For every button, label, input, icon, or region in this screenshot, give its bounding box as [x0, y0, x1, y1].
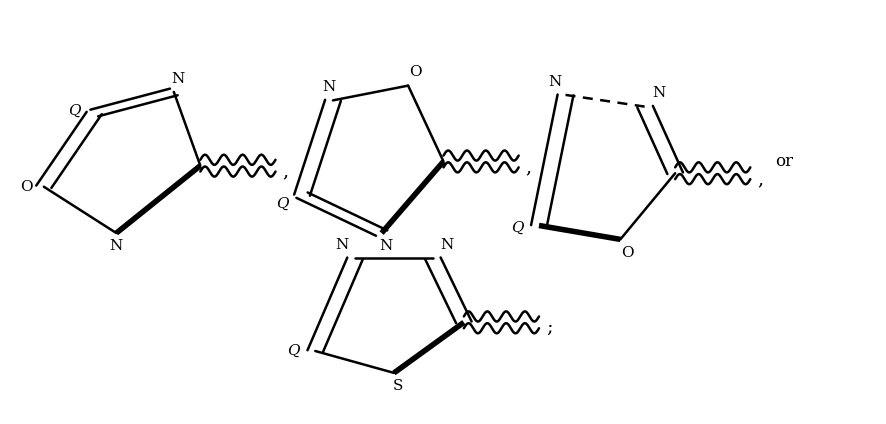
Text: or: or	[774, 153, 792, 170]
Text: O: O	[620, 245, 633, 259]
Text: N: N	[171, 72, 184, 86]
Text: N: N	[548, 75, 561, 89]
Text: O: O	[408, 65, 421, 79]
Text: N: N	[651, 86, 664, 100]
Text: ;: ;	[546, 319, 552, 337]
Text: Q: Q	[510, 220, 523, 234]
Text: N: N	[379, 240, 392, 254]
Text: Q: Q	[276, 197, 289, 211]
Text: S: S	[392, 379, 403, 393]
Text: Q: Q	[68, 104, 81, 118]
Text: Q: Q	[286, 344, 299, 358]
Text: N: N	[110, 240, 123, 254]
Text: ,: ,	[525, 158, 532, 176]
Text: N: N	[322, 80, 335, 94]
Text: ,: ,	[283, 162, 288, 181]
Text: N: N	[334, 238, 347, 252]
Text: N: N	[439, 238, 453, 252]
Text: O: O	[20, 180, 33, 194]
Text: ,: ,	[757, 170, 763, 188]
